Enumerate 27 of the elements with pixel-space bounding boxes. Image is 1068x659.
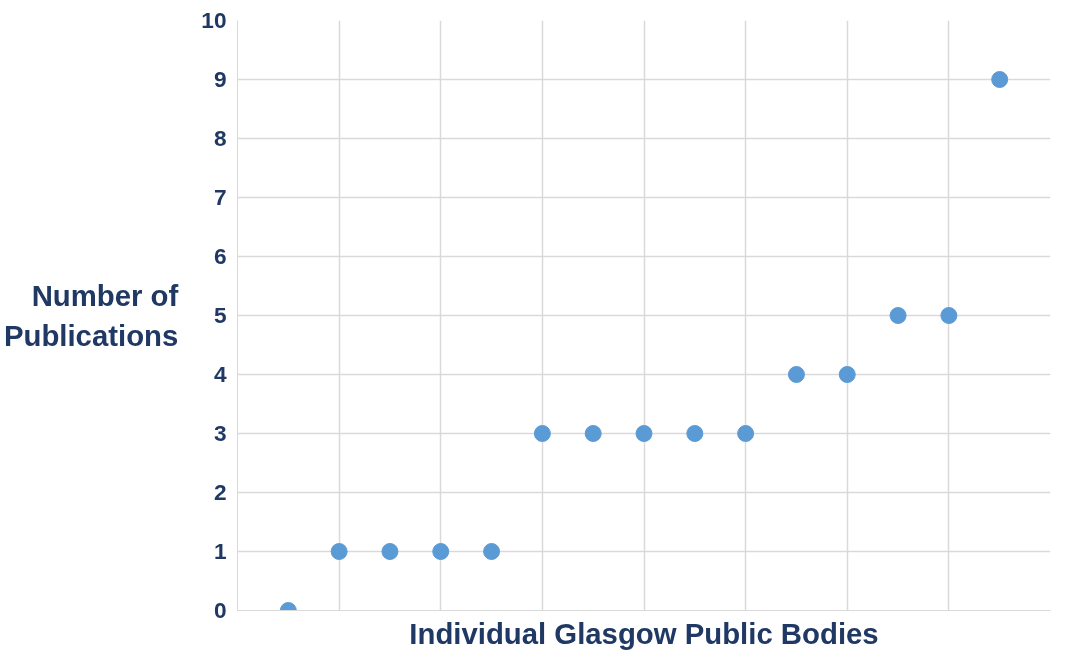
point — [737, 425, 755, 442]
point — [686, 425, 704, 442]
point — [838, 366, 856, 383]
point — [991, 71, 1009, 88]
y-tick-label: 9 — [213, 66, 227, 92]
point — [432, 543, 450, 560]
y-tick-label: 4 — [213, 361, 227, 387]
point — [533, 425, 551, 442]
y-tick-label: 7 — [213, 184, 227, 210]
point — [635, 425, 653, 442]
y-tick-label: 6 — [213, 243, 227, 269]
y-tick-label: 10 — [201, 7, 227, 33]
point — [381, 543, 399, 560]
point — [584, 425, 602, 442]
point — [787, 366, 805, 383]
y-tick-label: 2 — [213, 479, 227, 505]
y-tick-label: 3 — [213, 420, 227, 446]
y-tick-label: 1 — [213, 538, 227, 564]
x-axis-title: Individual Glasgow Public Bodies — [409, 616, 879, 650]
y-axis-title: Number of Publications — [3, 279, 179, 352]
y-tick-label: 0 — [213, 597, 227, 623]
point — [483, 543, 501, 560]
y-tick-label: 8 — [213, 125, 227, 151]
point — [330, 543, 348, 560]
point — [889, 307, 907, 324]
y-tick-label: 5 — [213, 302, 227, 328]
point — [940, 307, 958, 324]
